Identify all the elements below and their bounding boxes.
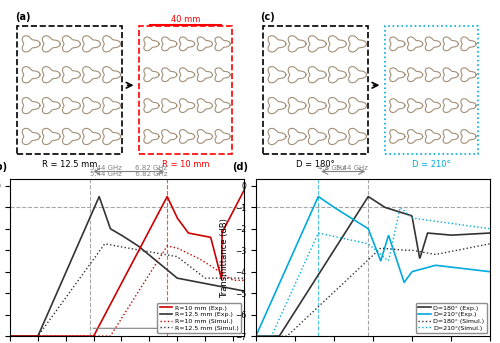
Text: 6.82 GHz: 6.82 GHz xyxy=(135,165,167,171)
Text: 5.44 GHz      6.82 GHz: 5.44 GHz 6.82 GHz xyxy=(90,171,168,177)
Legend: R=10 mm (Exp.), R=12.5 mm (Exp.), R=10 mm (Simul.), R=12.5 mm (Simul.): R=10 mm (Exp.), R=12.5 mm (Exp.), R=10 m… xyxy=(158,303,241,333)
Text: 40 mm: 40 mm xyxy=(171,14,200,24)
Text: 4.8 GHz: 4.8 GHz xyxy=(318,165,346,171)
Text: (b): (b) xyxy=(0,162,8,172)
Text: D = 210°: D = 210° xyxy=(412,160,451,169)
Y-axis label: Transmittance (dB): Transmittance (dB) xyxy=(220,218,230,298)
Bar xyxy=(17,26,122,154)
Text: R = 10 mm: R = 10 mm xyxy=(162,160,210,169)
Text: (d): (d) xyxy=(232,162,248,172)
Legend: D=180° (Exp.), D=210°(Exp.), D=180° (Simul.), D=210°(Simul.): D=180° (Exp.), D=210°(Exp.), D=180° (Sim… xyxy=(416,303,487,333)
Text: (a): (a) xyxy=(14,12,30,22)
Bar xyxy=(384,26,478,154)
Text: 5.44 GHz: 5.44 GHz xyxy=(336,165,368,171)
Text: 5.44 GHz: 5.44 GHz xyxy=(90,165,122,171)
Text: D = 180°: D = 180° xyxy=(296,160,335,169)
Bar xyxy=(263,26,368,154)
Bar xyxy=(139,26,232,154)
Text: R = 12.5 mm: R = 12.5 mm xyxy=(42,160,98,169)
Text: (c): (c) xyxy=(260,12,276,22)
